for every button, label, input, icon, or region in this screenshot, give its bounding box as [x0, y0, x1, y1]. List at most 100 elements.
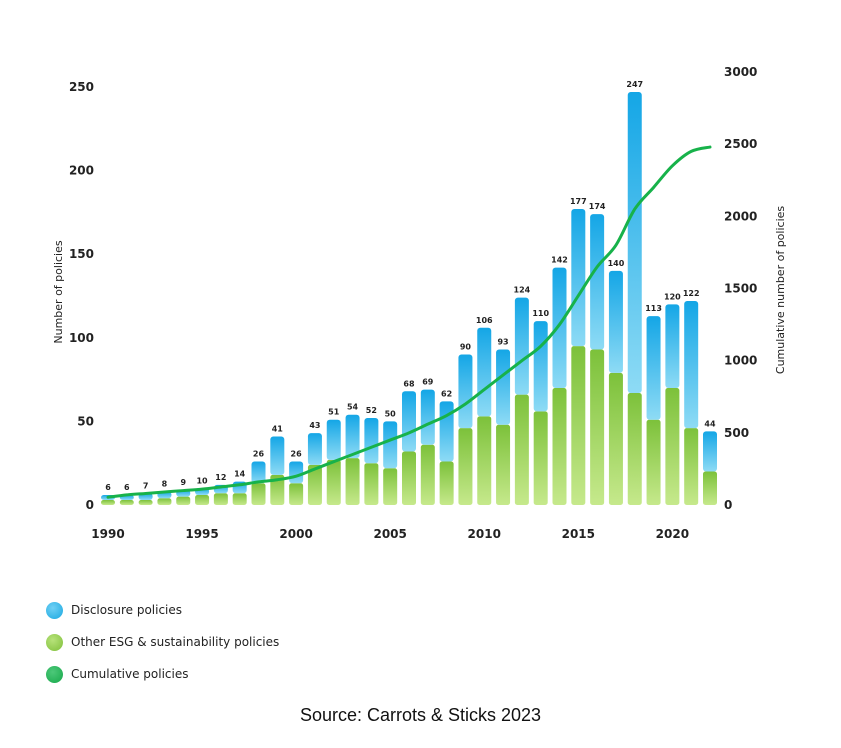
- left-tick-150: 150: [69, 247, 94, 261]
- value-label-2018: 247: [626, 80, 643, 89]
- legend-swatch-disclosure: [46, 601, 63, 619]
- bar-other-esg-2021: [684, 428, 699, 505]
- bar-other-esg-2008: [439, 461, 454, 505]
- bar-disclosure-2014: [552, 267, 567, 388]
- value-label-2016: 174: [589, 202, 606, 211]
- bar-other-esg-1991: [119, 499, 134, 505]
- value-labels-group: 6 6 7 8 9 10 12 14 26 41 26 43 51 54 52 50 68 69 62 90 106 93…: [105, 80, 716, 492]
- bar-disclosure-2011: [496, 349, 511, 425]
- x-tick-2005: 2005: [373, 527, 406, 541]
- right-tick-2500: 2500: [724, 137, 757, 151]
- legend-label-other-esg: Other ESG & sustainability policies: [71, 635, 280, 649]
- x-tick-1990: 1990: [91, 527, 124, 541]
- value-label-2013: 110: [532, 309, 549, 318]
- legend: Disclosure policies Other ESG & sustaina…: [46, 594, 279, 690]
- bar-other-esg-2013: [533, 411, 548, 505]
- right-tick-0: 0: [724, 498, 732, 512]
- bar-other-esg-1995: [195, 494, 210, 505]
- bar-disclosure-2016: [590, 214, 605, 350]
- bar-other-esg-2000: [289, 483, 304, 505]
- x-tick-2000: 2000: [279, 527, 312, 541]
- right-axis: 0 500 1000 1500 2000 2500 3000: [724, 65, 757, 512]
- left-axis: 0 50 100 150 200 250: [69, 80, 94, 512]
- bar-other-esg-2006: [402, 451, 416, 505]
- cumulative-policies-line: [106, 145, 712, 499]
- right-axis-title: Cumulative number of policies: [774, 206, 787, 375]
- bar-disclosure-2015: [571, 209, 586, 347]
- bar-disclosure-2021: [684, 301, 699, 429]
- bar-other-esg-1990: [101, 499, 115, 505]
- legend-swatch-cumulative: [46, 665, 63, 683]
- legend-item-disclosure: Disclosure policies: [46, 594, 279, 626]
- bar-other-esg-1992: [138, 499, 153, 505]
- bar-disclosure-1998: [251, 461, 266, 484]
- value-label-2000: 26: [291, 450, 303, 459]
- value-label-2022: 44: [704, 419, 716, 428]
- left-tick-0: 0: [86, 498, 94, 512]
- bar-other-esg-2005: [383, 468, 398, 505]
- right-tick-1000: 1000: [724, 354, 757, 368]
- cumulative-line-group: [106, 145, 712, 499]
- value-label-2009: 90: [460, 343, 472, 352]
- bar-disclosure-2017: [608, 270, 623, 373]
- bar-other-esg-1999: [270, 474, 285, 505]
- x-axis: 1990 1995 2000 2005 2010 2015 2020: [91, 527, 689, 541]
- bar-other-esg-2007: [420, 444, 435, 505]
- value-label-1996: 12: [215, 473, 226, 482]
- value-label-2020: 120: [664, 292, 681, 301]
- bar-disclosure-2003: [345, 414, 360, 459]
- legend-label-cumulative: Cumulative policies: [71, 667, 189, 681]
- bar-other-esg-1997: [232, 493, 247, 505]
- bar-other-esg-2019: [646, 419, 661, 505]
- value-label-2001: 43: [309, 421, 320, 430]
- value-label-2015: 177: [570, 197, 587, 206]
- left-tick-50: 50: [77, 414, 94, 428]
- bar-other-esg-2009: [458, 428, 473, 505]
- value-label-2019: 113: [645, 304, 662, 313]
- value-label-2010: 106: [476, 316, 493, 325]
- bar-other-esg-2014: [552, 387, 567, 505]
- value-label-2021: 122: [683, 289, 700, 298]
- right-tick-500: 500: [724, 426, 749, 440]
- value-label-1999: 41: [272, 424, 284, 433]
- value-label-2017: 140: [608, 259, 625, 268]
- legend-item-cumulative: Cumulative policies: [46, 658, 279, 690]
- bar-other-esg-1993: [157, 498, 172, 505]
- value-label-1990: 6: [105, 483, 111, 492]
- x-tick-2010: 2010: [468, 527, 501, 541]
- value-label-2005: 50: [385, 409, 397, 418]
- value-label-2008: 62: [441, 389, 452, 398]
- bar-disclosure-2005: [383, 421, 398, 469]
- source-caption: Source: Carrots & Sticks 2023: [299, 705, 542, 725]
- value-label-2006: 68: [403, 379, 415, 388]
- bars-group: [101, 92, 717, 505]
- x-tick-2020: 2020: [656, 527, 689, 541]
- bar-disclosure-2004: [364, 418, 379, 464]
- value-label-1992: 7: [143, 481, 149, 490]
- value-label-1994: 9: [180, 478, 186, 487]
- right-tick-2000: 2000: [724, 209, 757, 223]
- bar-other-esg-1996: [213, 493, 228, 505]
- bar-disclosure-2009: [458, 354, 473, 429]
- value-label-2002: 51: [328, 408, 340, 417]
- value-label-2007: 69: [422, 378, 434, 387]
- bar-disclosure-2019: [646, 316, 661, 420]
- legend-swatch-other-esg: [46, 633, 63, 651]
- bar-disclosure-2018: [627, 92, 642, 393]
- left-tick-250: 250: [69, 80, 94, 94]
- bar-disclosure-2001: [307, 433, 322, 465]
- bar-other-esg-2002: [326, 459, 341, 505]
- bar-disclosure-2010: [477, 327, 492, 417]
- left-axis-title: Number of policies: [52, 240, 65, 343]
- x-tick-1995: 1995: [185, 527, 218, 541]
- bar-disclosure-2000: [289, 461, 304, 484]
- bar-disclosure-2008: [439, 401, 454, 462]
- policies-chart: 6 6 7 8 9 10 12 14 26 41 26 43 51 54 52 50 68 69 62 90 106 93…: [52, 65, 787, 541]
- value-label-2011: 93: [497, 338, 508, 347]
- right-tick-1500: 1500: [724, 282, 757, 296]
- value-label-2014: 142: [551, 256, 568, 265]
- bar-other-esg-2001: [307, 464, 322, 505]
- bar-other-esg-2011: [496, 424, 511, 505]
- value-label-2012: 124: [514, 286, 531, 295]
- value-label-1991: 6: [124, 483, 130, 492]
